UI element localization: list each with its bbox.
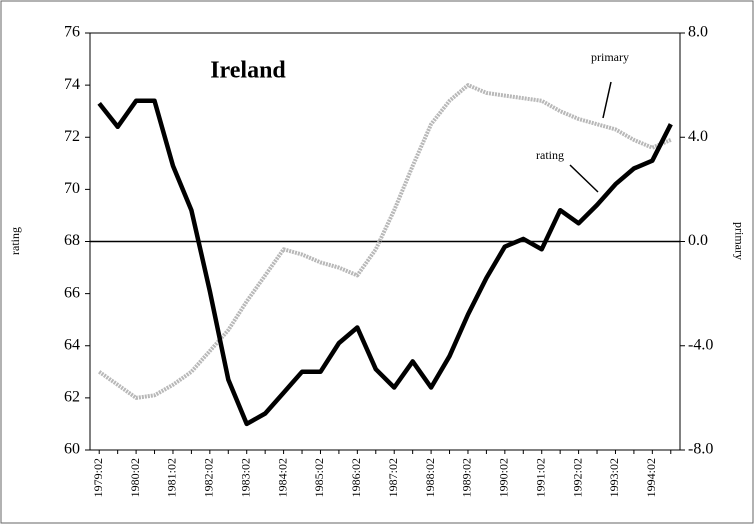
y2-tick-label: -8.0 <box>688 441 713 458</box>
x-tick-label: 1989:02 <box>460 458 474 497</box>
y2-axis-label: primary <box>732 222 746 260</box>
series-line <box>98 83 672 400</box>
x-tick-label: 1990:02 <box>497 458 511 497</box>
y2-tick-label: 4.0 <box>688 128 708 145</box>
y2-tick-label: 0.0 <box>688 232 708 249</box>
chart-title: Ireland <box>210 58 286 84</box>
leader-line <box>569 164 599 193</box>
y-tick-label: 62 <box>64 389 80 406</box>
y2-tick-label: -4.0 <box>688 336 713 353</box>
x-tick-label: 1986:02 <box>349 458 363 497</box>
x-tick-label: 1985:02 <box>312 458 326 497</box>
x-tick-label: 1991:02 <box>533 458 547 497</box>
x-tick-label: 1993:02 <box>607 458 621 497</box>
y-tick-label: 72 <box>64 128 80 145</box>
x-tick-label: 1987:02 <box>386 458 400 497</box>
x-tick-label: 1982:02 <box>202 458 216 497</box>
x-tick-label: 1980:02 <box>128 458 142 497</box>
y-tick-label: 64 <box>64 336 80 353</box>
series-line <box>97 98 673 427</box>
y2-tick-label: 8.0 <box>688 24 708 41</box>
x-tick-label: 1981:02 <box>165 458 179 497</box>
annotation: primary <box>591 50 629 64</box>
y-axis-label: rating <box>8 227 22 255</box>
y-tick-label: 70 <box>64 180 80 197</box>
y-tick-label: 66 <box>64 284 80 301</box>
y-tick-label: 74 <box>64 76 80 93</box>
x-tick-label: 1983:02 <box>238 458 252 497</box>
y-tick-label: 60 <box>64 441 80 458</box>
x-tick-label: 1984:02 <box>275 458 289 497</box>
annotation: rating <box>536 148 564 162</box>
y-tick-label: 76 <box>64 24 80 41</box>
x-tick-label: 1994:02 <box>644 458 658 497</box>
y-tick-label: 68 <box>64 232 80 249</box>
x-tick-label: 1988:02 <box>423 458 437 497</box>
leader-line <box>602 81 612 119</box>
x-tick-label: 1979:02 <box>91 458 105 497</box>
x-tick-label: 1992:02 <box>570 458 584 497</box>
